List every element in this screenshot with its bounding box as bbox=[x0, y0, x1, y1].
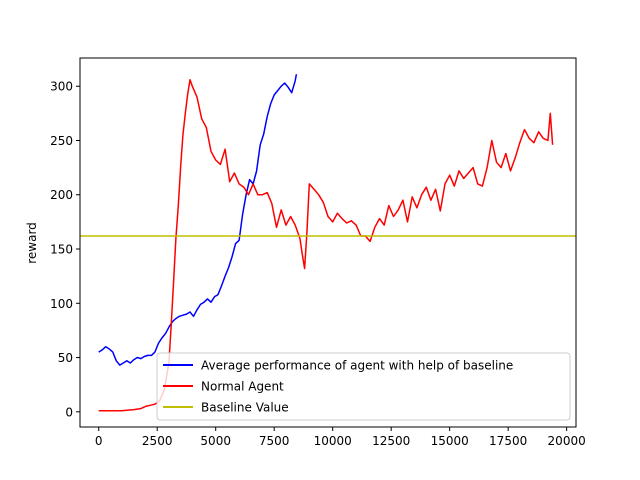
x-tick-label: 2500 bbox=[142, 434, 173, 448]
legend-label-baseline-value: Baseline Value bbox=[201, 401, 289, 415]
y-axis: 0 50 100 150 200 250 300 bbox=[50, 80, 80, 419]
x-axis: 0 2500 5000 7500 10000 12500 15000 17500 20000 bbox=[95, 427, 586, 448]
x-tick-label: 5000 bbox=[200, 434, 231, 448]
legend: Average performance of agent with help o… bbox=[156, 352, 571, 421]
x-tick-label: 10000 bbox=[314, 434, 352, 448]
plot-lines bbox=[80, 74, 576, 412]
legend-label-baseline-agent: Average performance of agent with help o… bbox=[201, 359, 513, 373]
legend-label-normal-agent: Normal Agent bbox=[201, 380, 284, 394]
y-tick-label: 0 bbox=[65, 405, 73, 419]
y-tick-label: 150 bbox=[50, 243, 73, 257]
y-tick-label: 200 bbox=[50, 188, 73, 202]
x-tick-label: 0 bbox=[95, 434, 103, 448]
line-baseline-agent bbox=[98, 74, 298, 366]
y-tick-label: 50 bbox=[58, 351, 73, 365]
x-tick-label: 7500 bbox=[259, 434, 290, 448]
y-tick-label: 300 bbox=[50, 80, 73, 94]
x-tick-label: 17500 bbox=[489, 434, 527, 448]
line-normal-agent bbox=[98, 78, 554, 412]
x-tick-label: 20000 bbox=[548, 434, 586, 448]
legend-box bbox=[156, 352, 571, 421]
plot-frame bbox=[79, 57, 577, 428]
x-tick-label: 12500 bbox=[372, 434, 410, 448]
y-tick-label: 250 bbox=[50, 134, 73, 148]
y-axis-label: reward bbox=[25, 222, 39, 264]
x-tick-label: 15000 bbox=[431, 434, 469, 448]
y-tick-label: 100 bbox=[50, 297, 73, 311]
